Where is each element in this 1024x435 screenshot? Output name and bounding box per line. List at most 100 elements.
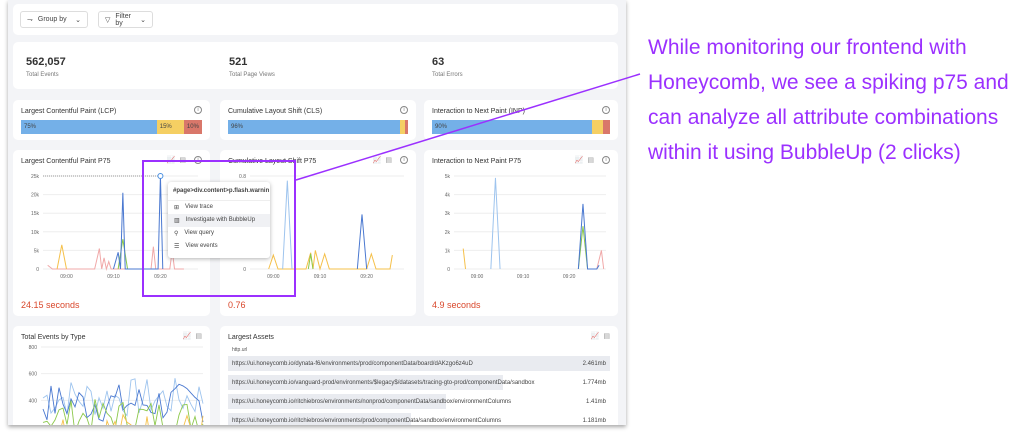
stat-total-errors: 63 Total Errors	[432, 56, 463, 78]
series-line	[268, 250, 393, 271]
y-tick-label: 5k	[445, 174, 451, 180]
vital-distribution-bar: 96%	[228, 120, 408, 134]
series-line	[117, 239, 129, 270]
y-tick-label: 1k	[445, 248, 451, 254]
vital-card: Cumulative Layout Shift (CLS) i 96%	[220, 100, 416, 140]
asset-size: 1.41mb	[585, 398, 606, 405]
y-tick-label: 400	[29, 398, 38, 404]
asset-size: 1.181mb	[582, 417, 606, 424]
hover-point	[157, 173, 164, 179]
y-tick-label: 4k	[445, 193, 451, 199]
series-line	[596, 250, 605, 270]
p75-value: 0.76	[228, 300, 246, 310]
x-tick-label: 09:10	[517, 274, 530, 280]
chart-view-icons[interactable]: 📈▤	[574, 157, 598, 164]
info-icon[interactable]: i	[400, 106, 408, 114]
x-tick-label: 09:20	[154, 274, 167, 280]
list-icon: ☰	[174, 244, 180, 250]
bar-segment: 90%	[432, 120, 593, 134]
group-by-button[interactable]: ⇁ Group by ⌄	[20, 11, 88, 28]
asset-row[interactable]: https://ui.honeycomb.io/vanguard-prod/en…	[228, 375, 610, 390]
bar-segment	[602, 120, 610, 134]
y-tick-label: 0.8	[239, 174, 246, 180]
p75-value: 24.15 seconds	[21, 300, 80, 310]
menu-item-view-events[interactable]: ☰ View events	[174, 243, 218, 250]
vital-distribution-bar: 90%	[432, 120, 610, 134]
chart-view-icons[interactable]: 📈▤	[372, 157, 396, 164]
y-tick-label: 10k	[31, 230, 40, 236]
chart-view-icons[interactable]: 📈▤	[182, 333, 206, 340]
asset-url: https://ui.honeycomb.io/ritchiebros/envi…	[232, 417, 502, 424]
toolbar: ⇁ Group by ⌄ ▽ Filter by ⌄	[13, 4, 618, 35]
bar-segment	[405, 120, 408, 134]
filter-by-button[interactable]: ▽ Filter by ⌄	[98, 11, 153, 28]
asset-url: https://ui.honeycomb.io/dynata-f6/enviro…	[232, 360, 473, 367]
annotation-text: While monitoring our frontend with Honey…	[648, 36, 1009, 164]
menu-item-bubbleup[interactable]: ▥ Investigate with BubbleUp	[168, 214, 270, 227]
info-icon[interactable]: i	[194, 106, 202, 114]
chevron-down-icon: ⌄	[140, 16, 146, 24]
info-icon[interactable]: i	[602, 156, 610, 164]
bar-segment	[592, 120, 603, 134]
asset-row[interactable]: https://ui.honeycomb.io/dynata-f6/enviro…	[228, 356, 610, 371]
vital-distribution-bar: 75% 15% 10%	[21, 120, 202, 134]
y-tick-label: 2k	[445, 230, 451, 236]
column-header: http.url	[232, 347, 248, 353]
bar-segment: 96%	[228, 120, 400, 134]
y-tick-label: 5k	[34, 248, 40, 254]
series-line	[307, 253, 314, 270]
info-icon[interactable]: i	[400, 156, 408, 164]
stats-card: 562,057 Total Events 521 Total Page Views …	[13, 42, 618, 89]
y-tick-label: 600	[29, 372, 38, 378]
y-tick-label: 800	[29, 345, 38, 351]
x-tick-label: 09:10	[314, 274, 327, 280]
highlight-box	[142, 160, 296, 297]
context-menu: #page>div.content>p.flash.warnin ⊞ View t…	[168, 182, 270, 258]
vital-card: Largest Contentful Paint (LCP) i 75% 15% 10…	[13, 100, 210, 140]
series-line	[61, 413, 204, 425]
y-tick-label: 20k	[31, 193, 40, 199]
menu-item-view-query[interactable]: ⚲ View query	[174, 230, 214, 237]
p75-chart-card: Interaction to Next Paint P75 📈▤ i 0 1k 2k 3…	[424, 150, 618, 316]
series-line	[490, 177, 501, 270]
x-tick-label: 09:00	[267, 274, 280, 280]
x-tick-label: 09:00	[60, 274, 73, 280]
dashboard-screenshot: ⇁ Group by ⌄ ▽ Filter by ⌄ 562,057 Total Even…	[8, 0, 626, 425]
series-line	[42, 383, 204, 423]
asset-row[interactable]: https://ui.honeycomb.io/ritchiebros/envi…	[228, 394, 610, 409]
bar-segment: 15%	[156, 120, 184, 134]
y-tick-label: 0	[36, 267, 39, 273]
bubbleup-icon: ▥	[174, 218, 180, 224]
y-tick-label: 0	[447, 267, 450, 273]
y-tick-label: 15k	[31, 211, 40, 217]
series-line	[47, 246, 184, 271]
p75-chart-card: Largest Contentful Paint P75 📈▤ i 0 5k 10k 1…	[13, 150, 210, 316]
line-chart: 0 5k 10k 15k 20k 25k 09:00 09:10 09:20	[31, 173, 198, 280]
asset-size: 1.774mb	[582, 379, 606, 386]
series-line	[56, 244, 67, 270]
series-line	[577, 203, 600, 270]
line-chart: 0 1k 2k 3k 4k 5k 09:00 09:10 09:20	[445, 174, 606, 280]
asset-url: https://ui.honeycomb.io/vanguard-prod/en…	[232, 379, 535, 386]
menu-item-view-trace[interactable]: ⊞ View trace	[174, 204, 213, 211]
stat-total-page-views: 521 Total Page Views	[229, 56, 275, 78]
x-tick-label: 09:10	[107, 274, 120, 280]
chart-view-icons[interactable]: 📈▤	[590, 333, 614, 340]
vital-card: Interaction to Next Paint (INP) i 90%	[424, 100, 618, 140]
series-line	[282, 180, 293, 270]
p75-value: 4.9 seconds	[432, 300, 481, 310]
x-tick-label: 09:20	[360, 274, 373, 280]
series-line	[577, 226, 589, 270]
y-tick-label: 3k	[445, 211, 451, 217]
info-icon[interactable]: i	[602, 106, 610, 114]
series-line	[462, 248, 467, 270]
asset-row[interactable]: https://ui.honeycomb.io/ritchiebros/envi…	[228, 413, 610, 425]
asset-url: https://ui.honeycomb.io/ritchiebros/envi…	[232, 398, 512, 405]
series-line	[42, 399, 204, 425]
largest-assets-card: Largest Assets 📈▤ http.url https://ui.ho…	[220, 326, 618, 425]
trace-icon: ⊞	[174, 205, 180, 211]
asset-size: 2.461mb	[582, 360, 606, 367]
query-icon: ⚲	[174, 231, 179, 237]
bar-segment: 75%	[21, 120, 157, 134]
